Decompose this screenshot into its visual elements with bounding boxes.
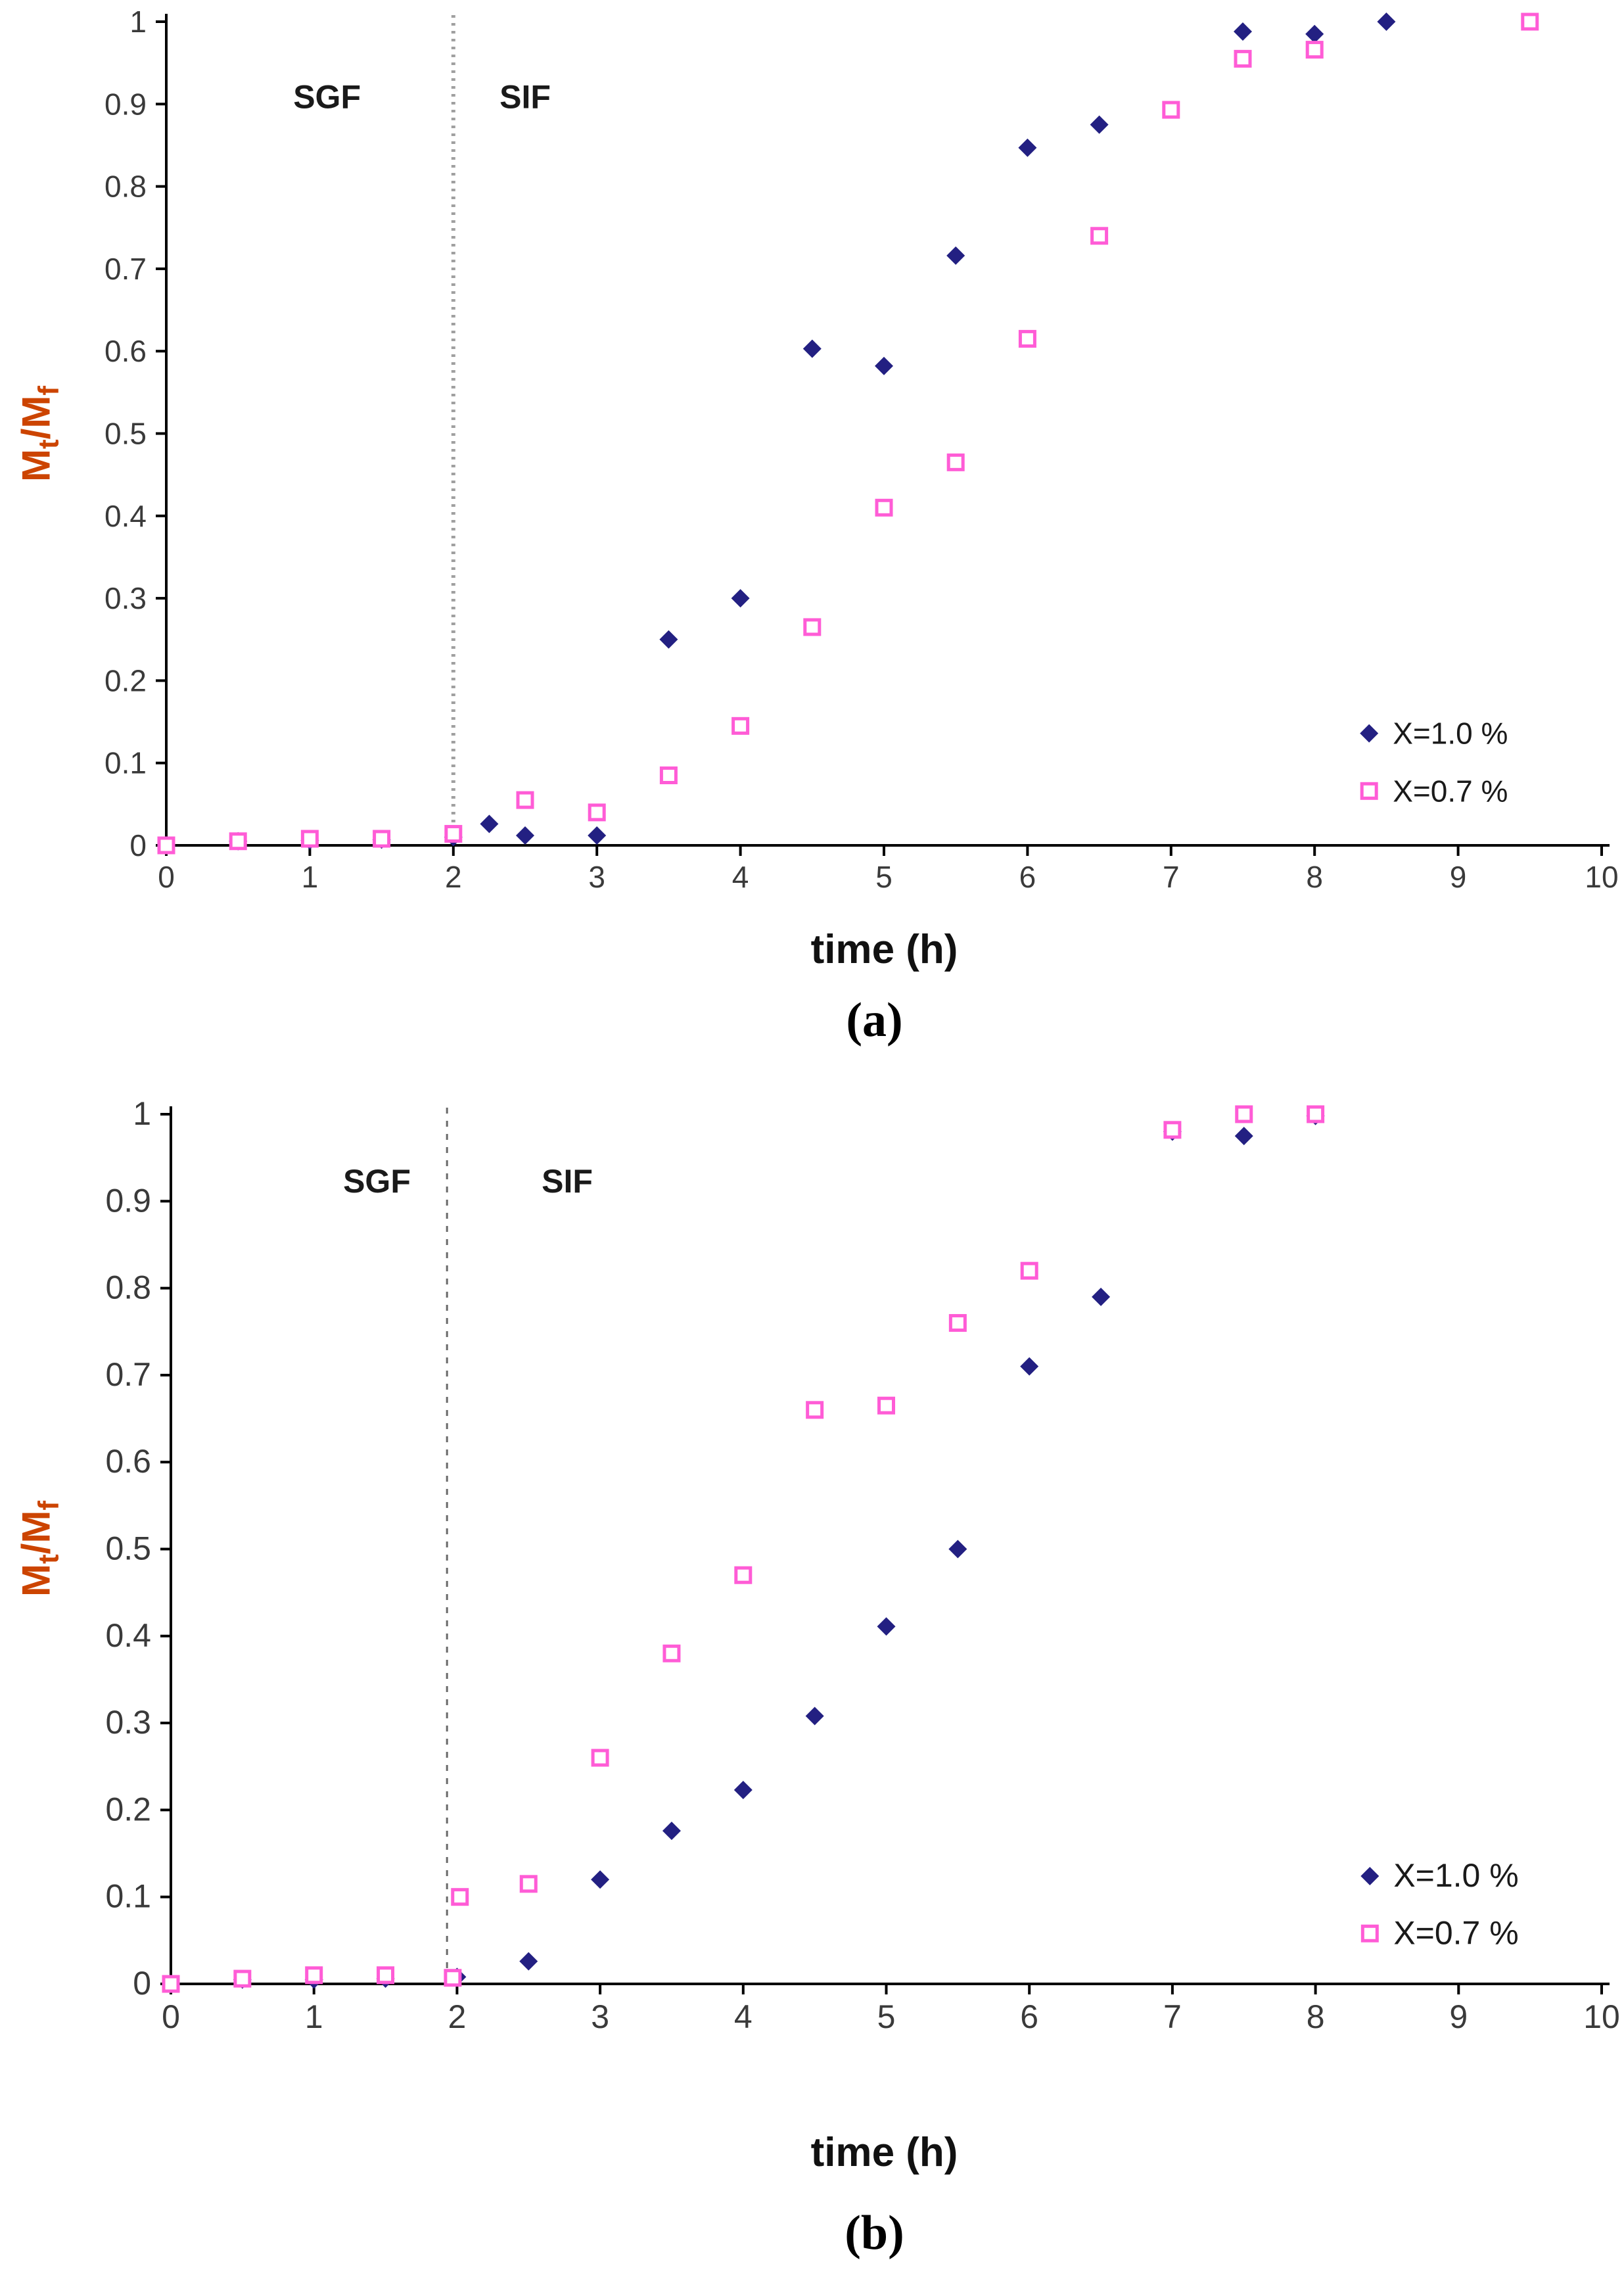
svg-text:10: 10 bbox=[1585, 860, 1618, 894]
svg-text:0: 0 bbox=[158, 860, 175, 894]
svg-text:X=1.0 %: X=1.0 % bbox=[1393, 717, 1508, 751]
svg-text:0.1: 0.1 bbox=[104, 746, 147, 780]
svg-text:SIF: SIF bbox=[542, 1163, 593, 1200]
chart-a: 0 1 2 3 4 5 6 7 8 9 10 0 0.1 0.2 0.3 0.4 0.5 0.6 0.7 0.8 0.9… bbox=[0, 0, 1624, 1052]
svg-text:0.5: 0.5 bbox=[105, 1530, 151, 1567]
svg-text:0.3: 0.3 bbox=[104, 581, 147, 615]
svg-text:SIF: SIF bbox=[499, 79, 551, 116]
svg-text:3: 3 bbox=[588, 860, 605, 894]
svg-text:8: 8 bbox=[1307, 1998, 1325, 2035]
svg-text:1: 1 bbox=[129, 5, 147, 39]
svg-text:4: 4 bbox=[734, 1998, 753, 2035]
svg-text:0.7: 0.7 bbox=[104, 252, 147, 286]
svg-text:0.3: 0.3 bbox=[105, 1704, 151, 1741]
x-axis-label-a: time (h) bbox=[810, 927, 958, 972]
svg-text:5: 5 bbox=[877, 1998, 896, 2035]
chart-a-plot-area: 0 1 2 3 4 5 6 7 8 9 10 0 0.1 0.2 0.3 0.4 0.5 0.6 0.7 0.8 0.9… bbox=[0, 0, 1624, 920]
svg-text:6: 6 bbox=[1020, 1998, 1038, 2035]
y-axis-label-a: Mt/Mf bbox=[14, 386, 66, 482]
chart-b-canvas: 0 1 2 3 4 5 6 7 8 9 10 0 0.1 0.2 0.3 0.4 0.5 0.6 0.7 0.8 0.9… bbox=[105, 1095, 1620, 2035]
svg-text:0.5: 0.5 bbox=[104, 417, 147, 451]
caption-b: (b) bbox=[845, 2206, 904, 2260]
svg-text:X=1.0 %: X=1.0 % bbox=[1393, 1857, 1518, 1894]
svg-text:8: 8 bbox=[1306, 860, 1323, 894]
svg-text:0: 0 bbox=[133, 1965, 151, 2002]
y-axis-label-part: t bbox=[32, 1554, 65, 1564]
svg-text:9: 9 bbox=[1449, 1998, 1468, 2035]
chart-a-canvas: 0 1 2 3 4 5 6 7 8 9 10 0 0.1 0.2 0.3 0.4 0.5 0.6 0.7 0.8 0.9… bbox=[104, 5, 1619, 894]
y-axis-label-b: Mt/Mf bbox=[14, 1501, 66, 1597]
y-axis-label-part: /M bbox=[14, 1510, 58, 1555]
chart-b-plot-area: 0 1 2 3 4 5 6 7 8 9 10 0 0.1 0.2 0.3 0.4 0.5 0.6 0.7 0.8 0.9… bbox=[0, 1052, 1624, 2077]
svg-text:0.9: 0.9 bbox=[105, 1182, 151, 1219]
svg-text:SGF: SGF bbox=[293, 79, 361, 116]
y-axis-label-part: f bbox=[32, 386, 65, 396]
svg-text:2: 2 bbox=[448, 1998, 466, 2035]
y-axis-label-part: f bbox=[32, 1501, 65, 1511]
svg-text:4: 4 bbox=[732, 860, 749, 894]
svg-text:0.4: 0.4 bbox=[104, 499, 147, 533]
svg-text:2: 2 bbox=[445, 860, 462, 894]
svg-text:0.7: 0.7 bbox=[105, 1356, 151, 1393]
svg-text:0.8: 0.8 bbox=[105, 1269, 151, 1306]
svg-text:0.8: 0.8 bbox=[104, 170, 147, 204]
svg-text:7: 7 bbox=[1163, 860, 1180, 894]
svg-text:0.1: 0.1 bbox=[105, 1878, 151, 1915]
svg-text:1: 1 bbox=[133, 1095, 151, 1132]
svg-text:X=0.7 %: X=0.7 % bbox=[1393, 1914, 1518, 1951]
svg-text:9: 9 bbox=[1450, 860, 1467, 894]
chart-b: 0 1 2 3 4 5 6 7 8 9 10 0 0.1 0.2 0.3 0.4 0.5 0.6 0.7 0.8 0.9… bbox=[0, 1052, 1624, 2278]
svg-text:0: 0 bbox=[129, 828, 147, 862]
svg-text:0.2: 0.2 bbox=[104, 663, 147, 697]
x-axis-label-b: time (h) bbox=[810, 2130, 958, 2175]
svg-text:1: 1 bbox=[305, 1998, 323, 2035]
svg-text:0.6: 0.6 bbox=[105, 1443, 151, 1480]
caption-a: (a) bbox=[846, 993, 903, 1047]
svg-text:3: 3 bbox=[591, 1998, 609, 2035]
y-axis-label-part: t bbox=[32, 439, 65, 449]
svg-text:1: 1 bbox=[302, 860, 319, 894]
svg-text:0.2: 0.2 bbox=[105, 1791, 151, 1827]
svg-text:10: 10 bbox=[1583, 1998, 1620, 2035]
y-axis-label-part: M bbox=[14, 448, 58, 482]
svg-text:0: 0 bbox=[162, 1998, 180, 2035]
svg-text:7: 7 bbox=[1163, 1998, 1182, 2035]
svg-text:SGF: SGF bbox=[343, 1163, 411, 1200]
svg-text:0.4: 0.4 bbox=[105, 1617, 151, 1654]
svg-text:0.9: 0.9 bbox=[104, 87, 147, 121]
svg-text:6: 6 bbox=[1019, 860, 1036, 894]
y-axis-label-part: M bbox=[14, 1563, 58, 1597]
svg-text:0.6: 0.6 bbox=[104, 334, 147, 368]
svg-text:X=0.7 %: X=0.7 % bbox=[1393, 774, 1508, 808]
svg-text:5: 5 bbox=[875, 860, 893, 894]
y-axis-label-part: /M bbox=[14, 395, 58, 440]
